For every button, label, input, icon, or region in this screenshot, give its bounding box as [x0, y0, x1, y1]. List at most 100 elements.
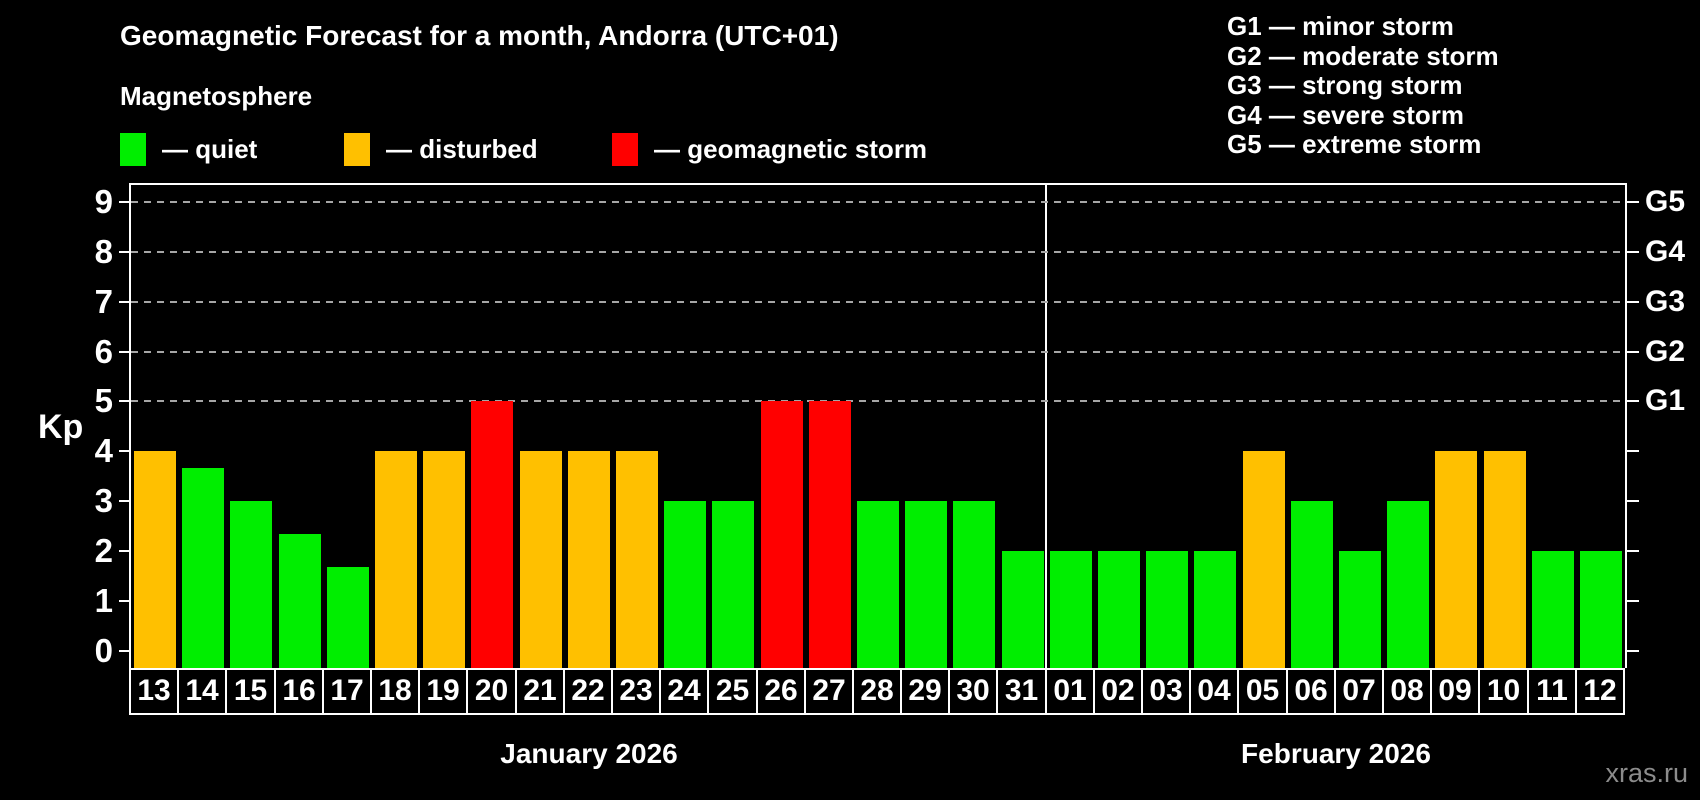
kp-bar-day-13 — [134, 451, 177, 668]
gridline-kp7 — [131, 300, 1625, 303]
y-tick-label-2: 2 — [94, 531, 113, 569]
kp-bar-day-10 — [1483, 451, 1526, 668]
kp-bar-day-31 — [1001, 550, 1044, 668]
kp-bar-day-30 — [953, 501, 996, 668]
legend-item-disturbed: — disturbed — [344, 130, 538, 168]
day-label-01: 01 — [1045, 668, 1095, 715]
y-tick-left-7 — [119, 300, 131, 303]
legend-storm-label: — geomagnetic storm — [654, 133, 928, 164]
day-label-16: 16 — [274, 668, 324, 715]
y-tick-right-5 — [1627, 400, 1639, 403]
day-label-08: 08 — [1382, 668, 1432, 715]
y-tick-label-3: 3 — [94, 482, 113, 519]
day-label-12: 12 — [1575, 668, 1625, 715]
kp-bar-day-22 — [567, 451, 610, 668]
kp-bar-day-11 — [1531, 550, 1574, 668]
kp-bar-day-29 — [905, 501, 948, 668]
kp-bar-day-02 — [1097, 550, 1140, 668]
day-label-30: 30 — [948, 668, 998, 715]
g-legend-line-g5: G5 — extreme storm — [1227, 129, 1482, 160]
y-tick-right-3 — [1627, 500, 1639, 502]
g-legend-line-g3: G3 — strong storm — [1227, 70, 1463, 101]
day-label-21: 21 — [515, 668, 565, 715]
y-tick-left-4 — [119, 450, 131, 453]
g-band-label-g2: G2 — [1645, 334, 1686, 368]
y-tick-label-8: 8 — [94, 232, 113, 270]
day-label-26: 26 — [756, 668, 806, 715]
day-label-14: 14 — [177, 668, 227, 715]
y-tick-label-7: 7 — [94, 282, 113, 320]
kp-bar-day-01 — [1049, 550, 1092, 668]
kp-bar-day-17 — [326, 567, 369, 668]
day-label-15: 15 — [225, 668, 276, 715]
y-tick-label-6: 6 — [94, 332, 113, 370]
quiet-swatch-icon — [120, 132, 146, 166]
day-label-10: 10 — [1478, 668, 1529, 715]
g-legend-line-g4: G4 — severe storm — [1227, 99, 1465, 130]
gridline-kp6 — [131, 350, 1625, 353]
month-label-january: January 2026 — [500, 738, 678, 769]
y-tick-left-1 — [119, 599, 131, 602]
watermark: xras.ru — [1605, 758, 1688, 788]
kp-bar-day-25 — [712, 501, 755, 668]
y-tick-label-1: 1 — [94, 581, 113, 619]
y-tick-right-6 — [1627, 350, 1639, 353]
day-label-04: 04 — [1189, 668, 1239, 715]
storm-swatch-icon — [612, 132, 638, 166]
disturbed-swatch-icon — [344, 132, 370, 166]
kp-axis-label: Kp — [38, 408, 84, 446]
day-label-23: 23 — [611, 668, 661, 715]
y-tick-right-7 — [1627, 300, 1639, 303]
y-tick-right-9 — [1627, 201, 1639, 204]
day-label-25: 25 — [707, 668, 758, 715]
kp-bar-day-20 — [471, 401, 514, 668]
kp-bar-day-21 — [519, 451, 562, 668]
kp-bar-day-12 — [1579, 550, 1622, 668]
kp-bar-day-15 — [230, 501, 273, 668]
magnetosphere-label: Magnetosphere — [120, 81, 313, 111]
chart-title: Geomagnetic Forecast for a month, Andorr… — [120, 20, 839, 51]
g-legend-line-g2: G2 — moderate storm — [1227, 40, 1499, 71]
kp-bar-day-03 — [1146, 550, 1189, 668]
y-tick-right-0 — [1627, 649, 1639, 652]
y-tick-label-5: 5 — [94, 382, 113, 420]
kp-bar-day-07 — [1338, 550, 1381, 668]
y-tick-left-2 — [119, 549, 131, 552]
kp-bar-day-28 — [857, 501, 899, 668]
day-label-22: 22 — [563, 668, 613, 715]
y-tick-left-9 — [119, 201, 131, 204]
y-tick-left-5 — [119, 400, 131, 403]
kp-bar-day-06 — [1290, 501, 1333, 668]
kp-bar-day-09 — [1435, 451, 1478, 668]
day-label-19: 19 — [418, 668, 468, 715]
kp-bar-day-14 — [182, 467, 225, 668]
y-tick-left-3 — [119, 500, 131, 502]
y-tick-left-0 — [119, 649, 131, 652]
day-label-05: 05 — [1237, 668, 1288, 715]
g-band-label-g3: G3 — [1645, 284, 1686, 318]
day-label-31: 31 — [996, 668, 1047, 715]
kp-bar-day-18 — [375, 451, 418, 668]
kp-bar-day-19 — [423, 451, 466, 668]
g-legend-line-g1: G1 — minor storm — [1227, 11, 1454, 41]
y-tick-label-9: 9 — [94, 183, 113, 221]
y-tick-left-8 — [119, 250, 131, 253]
kp-bar-day-16 — [278, 534, 321, 668]
y-tick-right-8 — [1627, 250, 1639, 253]
day-label-28: 28 — [852, 668, 902, 715]
day-label-03: 03 — [1141, 668, 1191, 715]
day-label-27: 27 — [804, 668, 854, 715]
y-tick-left-6 — [119, 350, 131, 353]
g-band-label-g1: G1 — [1645, 384, 1686, 418]
month-separator-line — [1045, 183, 1047, 668]
right-axis-line — [1625, 183, 1627, 668]
day-label-24: 24 — [659, 668, 709, 715]
day-label-06: 06 — [1286, 668, 1336, 715]
g-band-label-g5: G5 — [1645, 185, 1686, 219]
month-label-february: February 2026 — [1241, 738, 1431, 769]
gridline-kp5 — [131, 400, 1625, 403]
legend-disturbed-label: — disturbed — [386, 133, 538, 164]
gridline-kp9 — [131, 201, 1625, 204]
legend-quiet-label: — quiet — [162, 133, 258, 164]
